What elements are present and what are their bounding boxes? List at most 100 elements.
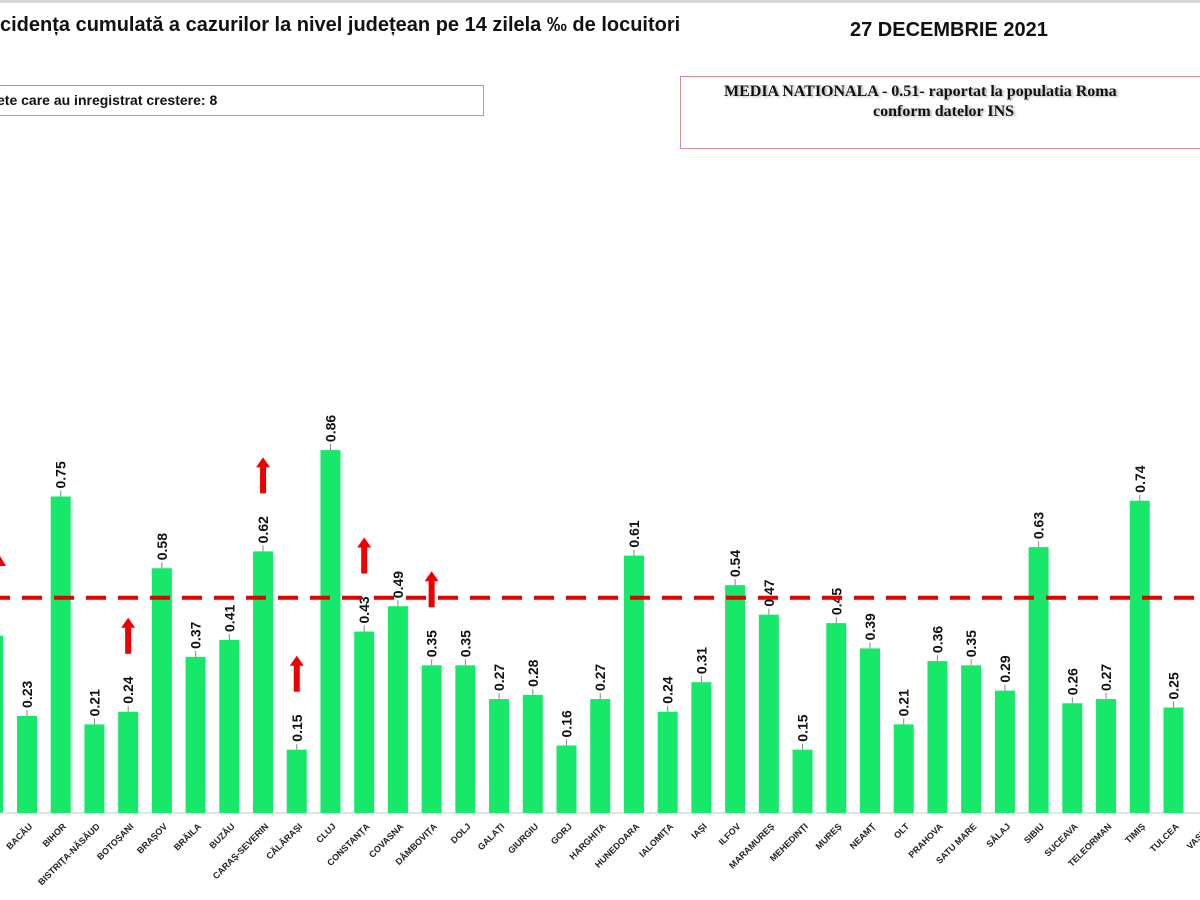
- category-label-19: IALOMIȚA: [637, 821, 675, 859]
- national-average-line1: MEDIA NATIONALA - 0.51- raportat la popu…: [724, 83, 1117, 100]
- bar-26: [893, 724, 914, 813]
- increase-arrow-icon-7: [256, 457, 271, 494]
- bar-2: [84, 724, 105, 813]
- category-label-6: BUZĂU: [207, 821, 236, 850]
- chart-title: cidența cumulată a cazurilor la nivel ju…: [0, 14, 681, 36]
- data-label-20: 0.31: [693, 647, 709, 674]
- bar-33: [1129, 500, 1150, 813]
- data-label-14: 0.27: [491, 664, 507, 691]
- increase-arrow-icon: [0, 556, 6, 566]
- increase-arrow-icon-3: [121, 617, 136, 654]
- data-label-6: 0.41: [221, 605, 237, 632]
- category-label-35: VASLUI: [1185, 821, 1200, 851]
- data-label-13: 0.35: [457, 630, 473, 657]
- bar-9: [320, 450, 341, 813]
- bar-7: [253, 551, 274, 813]
- data-label-4: 0.58: [154, 533, 170, 560]
- increase-arrow-icon-12: [424, 571, 439, 608]
- data-label-19: 0.24: [660, 676, 676, 703]
- data-label-7: 0.62: [255, 516, 271, 543]
- data-label-10: 0.43: [356, 596, 372, 623]
- bar-17: [590, 699, 611, 813]
- category-label-24: MUREȘ: [814, 821, 844, 851]
- data-label-26: 0.21: [896, 689, 912, 716]
- data-label-0: 0.23: [19, 680, 35, 707]
- bar-8: [286, 749, 307, 813]
- bar-13: [455, 665, 476, 813]
- bar-12: [421, 665, 442, 813]
- increase-arrow-icon-8: [289, 655, 304, 692]
- category-label-33: TIMIȘ: [1123, 821, 1147, 845]
- national-average-line2: conform datelor INS: [873, 103, 1015, 120]
- category-label-15: GIURGIU: [506, 821, 540, 855]
- bar-27: [927, 661, 948, 813]
- increase-arrow-icon-10: [357, 537, 372, 574]
- data-label-16: 0.16: [559, 710, 575, 737]
- bar-16: [556, 745, 577, 813]
- bar-18: [623, 555, 644, 813]
- category-label-16: GORJ: [549, 821, 574, 846]
- bar-5: [185, 656, 206, 813]
- bar-29: [994, 690, 1015, 813]
- category-label-26: OLT: [892, 821, 912, 841]
- data-label-23: 0.15: [795, 714, 811, 741]
- data-label-3: 0.24: [120, 676, 136, 703]
- category-label-9: CLUJ: [314, 821, 338, 845]
- bar-28: [961, 665, 982, 813]
- bar-23: [792, 749, 813, 813]
- report-date: 27 DECEMBRIE 2021: [850, 19, 1048, 41]
- bar-30: [1028, 547, 1049, 813]
- bar-10: [354, 631, 375, 813]
- bar-14: [489, 699, 510, 813]
- category-label-21: ILFOV: [717, 821, 743, 847]
- data-label-24: 0.45: [828, 588, 844, 615]
- bar-31: [1062, 703, 1083, 813]
- data-label-8: 0.15: [289, 714, 305, 741]
- bar-21: [725, 585, 746, 813]
- category-label-14: GALAȚI: [476, 821, 507, 852]
- data-label-33: 0.74: [1132, 465, 1148, 492]
- category-label-30: SIBIU: [1022, 821, 1046, 845]
- data-label-15: 0.28: [525, 659, 541, 686]
- category-label-0: BACĂU: [4, 821, 34, 851]
- bar-cropped: [0, 635, 3, 813]
- data-label-5: 0.37: [188, 621, 204, 648]
- bar-19: [657, 711, 678, 813]
- category-label-1: BIHOR: [41, 821, 69, 849]
- bar-32: [1096, 699, 1117, 813]
- data-label-30: 0.63: [1031, 512, 1047, 539]
- increase-count-text: ete care au inregistrat crestere: 8: [0, 92, 218, 108]
- bar-3: [118, 711, 139, 813]
- category-label-8: CĂLĂRAȘI: [264, 821, 304, 861]
- data-label-31: 0.26: [1064, 668, 1080, 695]
- data-label-32: 0.27: [1098, 664, 1114, 691]
- bar-6: [219, 639, 240, 813]
- category-label-34: TULCEA: [1148, 821, 1181, 854]
- data-label-29: 0.29: [997, 655, 1013, 682]
- data-label-17: 0.27: [592, 664, 608, 691]
- data-label-2: 0.21: [86, 689, 102, 716]
- category-label-3: BOTOȘANI: [95, 821, 136, 862]
- data-label-18: 0.61: [626, 520, 642, 547]
- category-label-25: NEAMȚ: [848, 821, 878, 851]
- data-label-21: 0.54: [727, 550, 743, 577]
- bar-25: [860, 648, 880, 813]
- category-label-4: BRAȘOV: [135, 821, 169, 855]
- bar-0: [17, 715, 37, 813]
- category-label-20: IAȘI: [689, 821, 708, 840]
- data-label-28: 0.35: [963, 630, 979, 657]
- bar-15: [522, 694, 543, 813]
- data-label-22: 0.47: [761, 579, 777, 606]
- bar-20: [691, 682, 712, 813]
- category-label-5: BRĂILA: [172, 821, 203, 852]
- national-average-box: MEDIA NATIONALA - 0.51- raportat la popu…: [680, 76, 1200, 149]
- bar-11: [387, 606, 408, 813]
- data-label-1: 0.75: [53, 461, 69, 488]
- data-label-11: 0.49: [390, 571, 406, 598]
- data-label-9: 0.86: [322, 415, 338, 442]
- data-label-12: 0.35: [424, 630, 440, 657]
- bar-22: [758, 614, 779, 813]
- data-label-25: 0.39: [862, 613, 878, 640]
- bar-34: [1163, 707, 1184, 813]
